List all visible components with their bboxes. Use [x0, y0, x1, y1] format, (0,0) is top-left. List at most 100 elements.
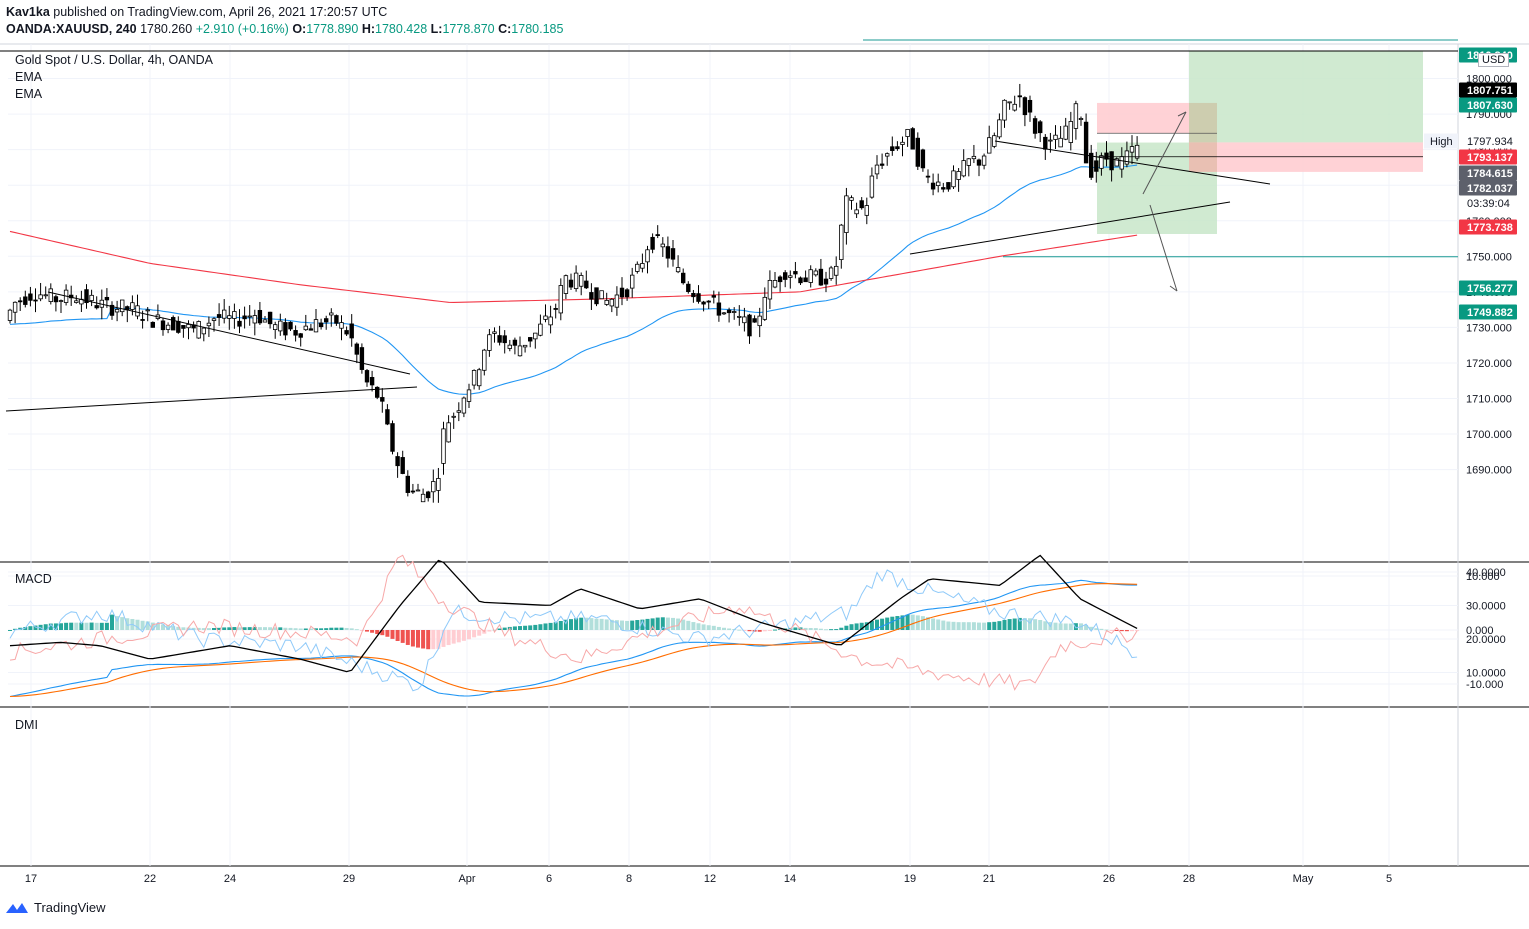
- candle-body: [869, 175, 875, 198]
- macd-histogram-bar: [640, 619, 645, 630]
- candle-body: [242, 315, 247, 320]
- y-tick-label: 1730.000: [1466, 322, 1512, 334]
- footer-brand[interactable]: TradingView: [34, 900, 106, 915]
- ema-fast-line: [9, 164, 1138, 395]
- macd-histogram-bar: [859, 622, 864, 630]
- close-label: C:: [498, 22, 512, 36]
- candle-body: [752, 318, 757, 323]
- candle-body: [53, 296, 59, 303]
- candle-body: [482, 349, 487, 371]
- candle-body: [941, 187, 946, 190]
- macd-histogram-bar: [977, 622, 981, 630]
- macd-histogram-bar: [268, 627, 273, 630]
- macd-histogram-bar: [69, 622, 74, 630]
- macd-histogram-bar: [518, 626, 522, 630]
- candle-body: [665, 246, 671, 259]
- candle-body: [1129, 146, 1135, 153]
- macd-histogram-bar: [681, 619, 686, 630]
- candle-body: [359, 347, 365, 370]
- macd-histogram-bar: [920, 616, 925, 630]
- macd-histogram-bar: [701, 624, 706, 630]
- macd-histogram-bar: [410, 630, 415, 647]
- macd-histogram-bar: [767, 630, 772, 631]
- currency-label[interactable]: USD: [1478, 53, 1510, 67]
- macd-histogram-bar: [492, 629, 497, 631]
- candle-body: [777, 276, 783, 283]
- candle-body: [961, 160, 966, 177]
- macd-histogram-bar: [864, 622, 869, 630]
- macd-histogram-bar: [589, 618, 594, 630]
- candle-body: [512, 339, 518, 346]
- triangle-upper-trendline: [47, 291, 411, 375]
- candle-body: [1089, 152, 1094, 178]
- candle-body: [329, 312, 334, 316]
- candle-body: [344, 330, 349, 335]
- tradingview-logo-icon[interactable]: [6, 901, 28, 915]
- x-tick-label: 17: [25, 873, 37, 885]
- macd-histogram-bar: [620, 620, 624, 630]
- macd-histogram-bar: [569, 619, 573, 630]
- candle-body: [818, 268, 824, 286]
- publisher-name[interactable]: Kav1ka: [6, 5, 50, 19]
- macd-histogram-bar: [1028, 618, 1032, 630]
- macd-histogram-bar: [961, 622, 966, 630]
- ema-legend-1[interactable]: EMA: [15, 70, 43, 84]
- macd-histogram-bar: [1022, 618, 1027, 630]
- candle-body: [528, 337, 533, 342]
- macd-histogram-bar: [201, 628, 206, 630]
- candle-body: [400, 457, 405, 474]
- macd-histogram-bar: [645, 618, 650, 630]
- candle-body: [568, 279, 574, 288]
- macd-histogram-bar: [650, 618, 655, 630]
- dmi-legend[interactable]: DMI: [15, 718, 38, 732]
- candle-body: [374, 386, 380, 398]
- candle-body: [334, 315, 339, 324]
- macd-histogram-bar: [344, 627, 349, 630]
- macd-histogram-bar: [915, 615, 920, 630]
- macd-histogram-bar: [48, 623, 53, 630]
- x-tick-label: 6: [546, 873, 552, 885]
- symbol-label[interactable]: OANDA:XAUUSD, 240: [6, 22, 137, 36]
- trend-drawings[interactable]: [0, 39, 1458, 412]
- last-price: 1780.260: [140, 22, 193, 36]
- bull-arrow-head: [1177, 111, 1187, 117]
- macd-histogram-bar: [242, 627, 247, 630]
- candle-body: [726, 309, 732, 314]
- candle-body: [548, 316, 553, 326]
- candle-body: [1012, 103, 1017, 111]
- indicator-lines: [9, 164, 1138, 698]
- candle-body: [895, 146, 900, 150]
- macd-legend[interactable]: MACD: [15, 572, 52, 586]
- macd-histogram-bar: [813, 628, 818, 630]
- candle-body: [186, 324, 191, 329]
- candle-body: [905, 128, 910, 137]
- macd-histogram-bar: [400, 630, 405, 643]
- candle-body: [23, 296, 28, 305]
- x-tick-label: 22: [144, 873, 156, 885]
- candle-body: [487, 334, 492, 351]
- macd-histogram-bar: [502, 627, 507, 630]
- candle-body: [211, 318, 217, 321]
- macd-histogram-bar: [553, 622, 558, 630]
- macd-histogram-bar: [936, 619, 941, 630]
- candle-body: [762, 296, 767, 320]
- open-value: 1778.890: [306, 22, 359, 36]
- candle-body: [1043, 136, 1048, 150]
- adx-line: [9, 554, 1138, 673]
- macd-histogram-bar: [773, 629, 777, 631]
- candle-body: [196, 321, 201, 339]
- candle-body: [874, 164, 880, 175]
- candle-body: [135, 305, 140, 317]
- macd-histogram-bar: [293, 628, 298, 630]
- wedge-upper-trendline: [994, 140, 1271, 185]
- macd-histogram-bar: [477, 630, 482, 636]
- macd-histogram-bar: [910, 614, 915, 630]
- x-tick-label: 21: [983, 873, 995, 885]
- macd-histogram-bar: [257, 627, 262, 630]
- candle-body: [976, 159, 982, 166]
- ema-legend-2[interactable]: EMA: [15, 87, 43, 101]
- macd-histogram-bar: [227, 627, 232, 630]
- symbol-legend[interactable]: Gold Spot / U.S. Dollar, 4h, OANDA: [15, 53, 213, 67]
- candle-body: [711, 295, 716, 298]
